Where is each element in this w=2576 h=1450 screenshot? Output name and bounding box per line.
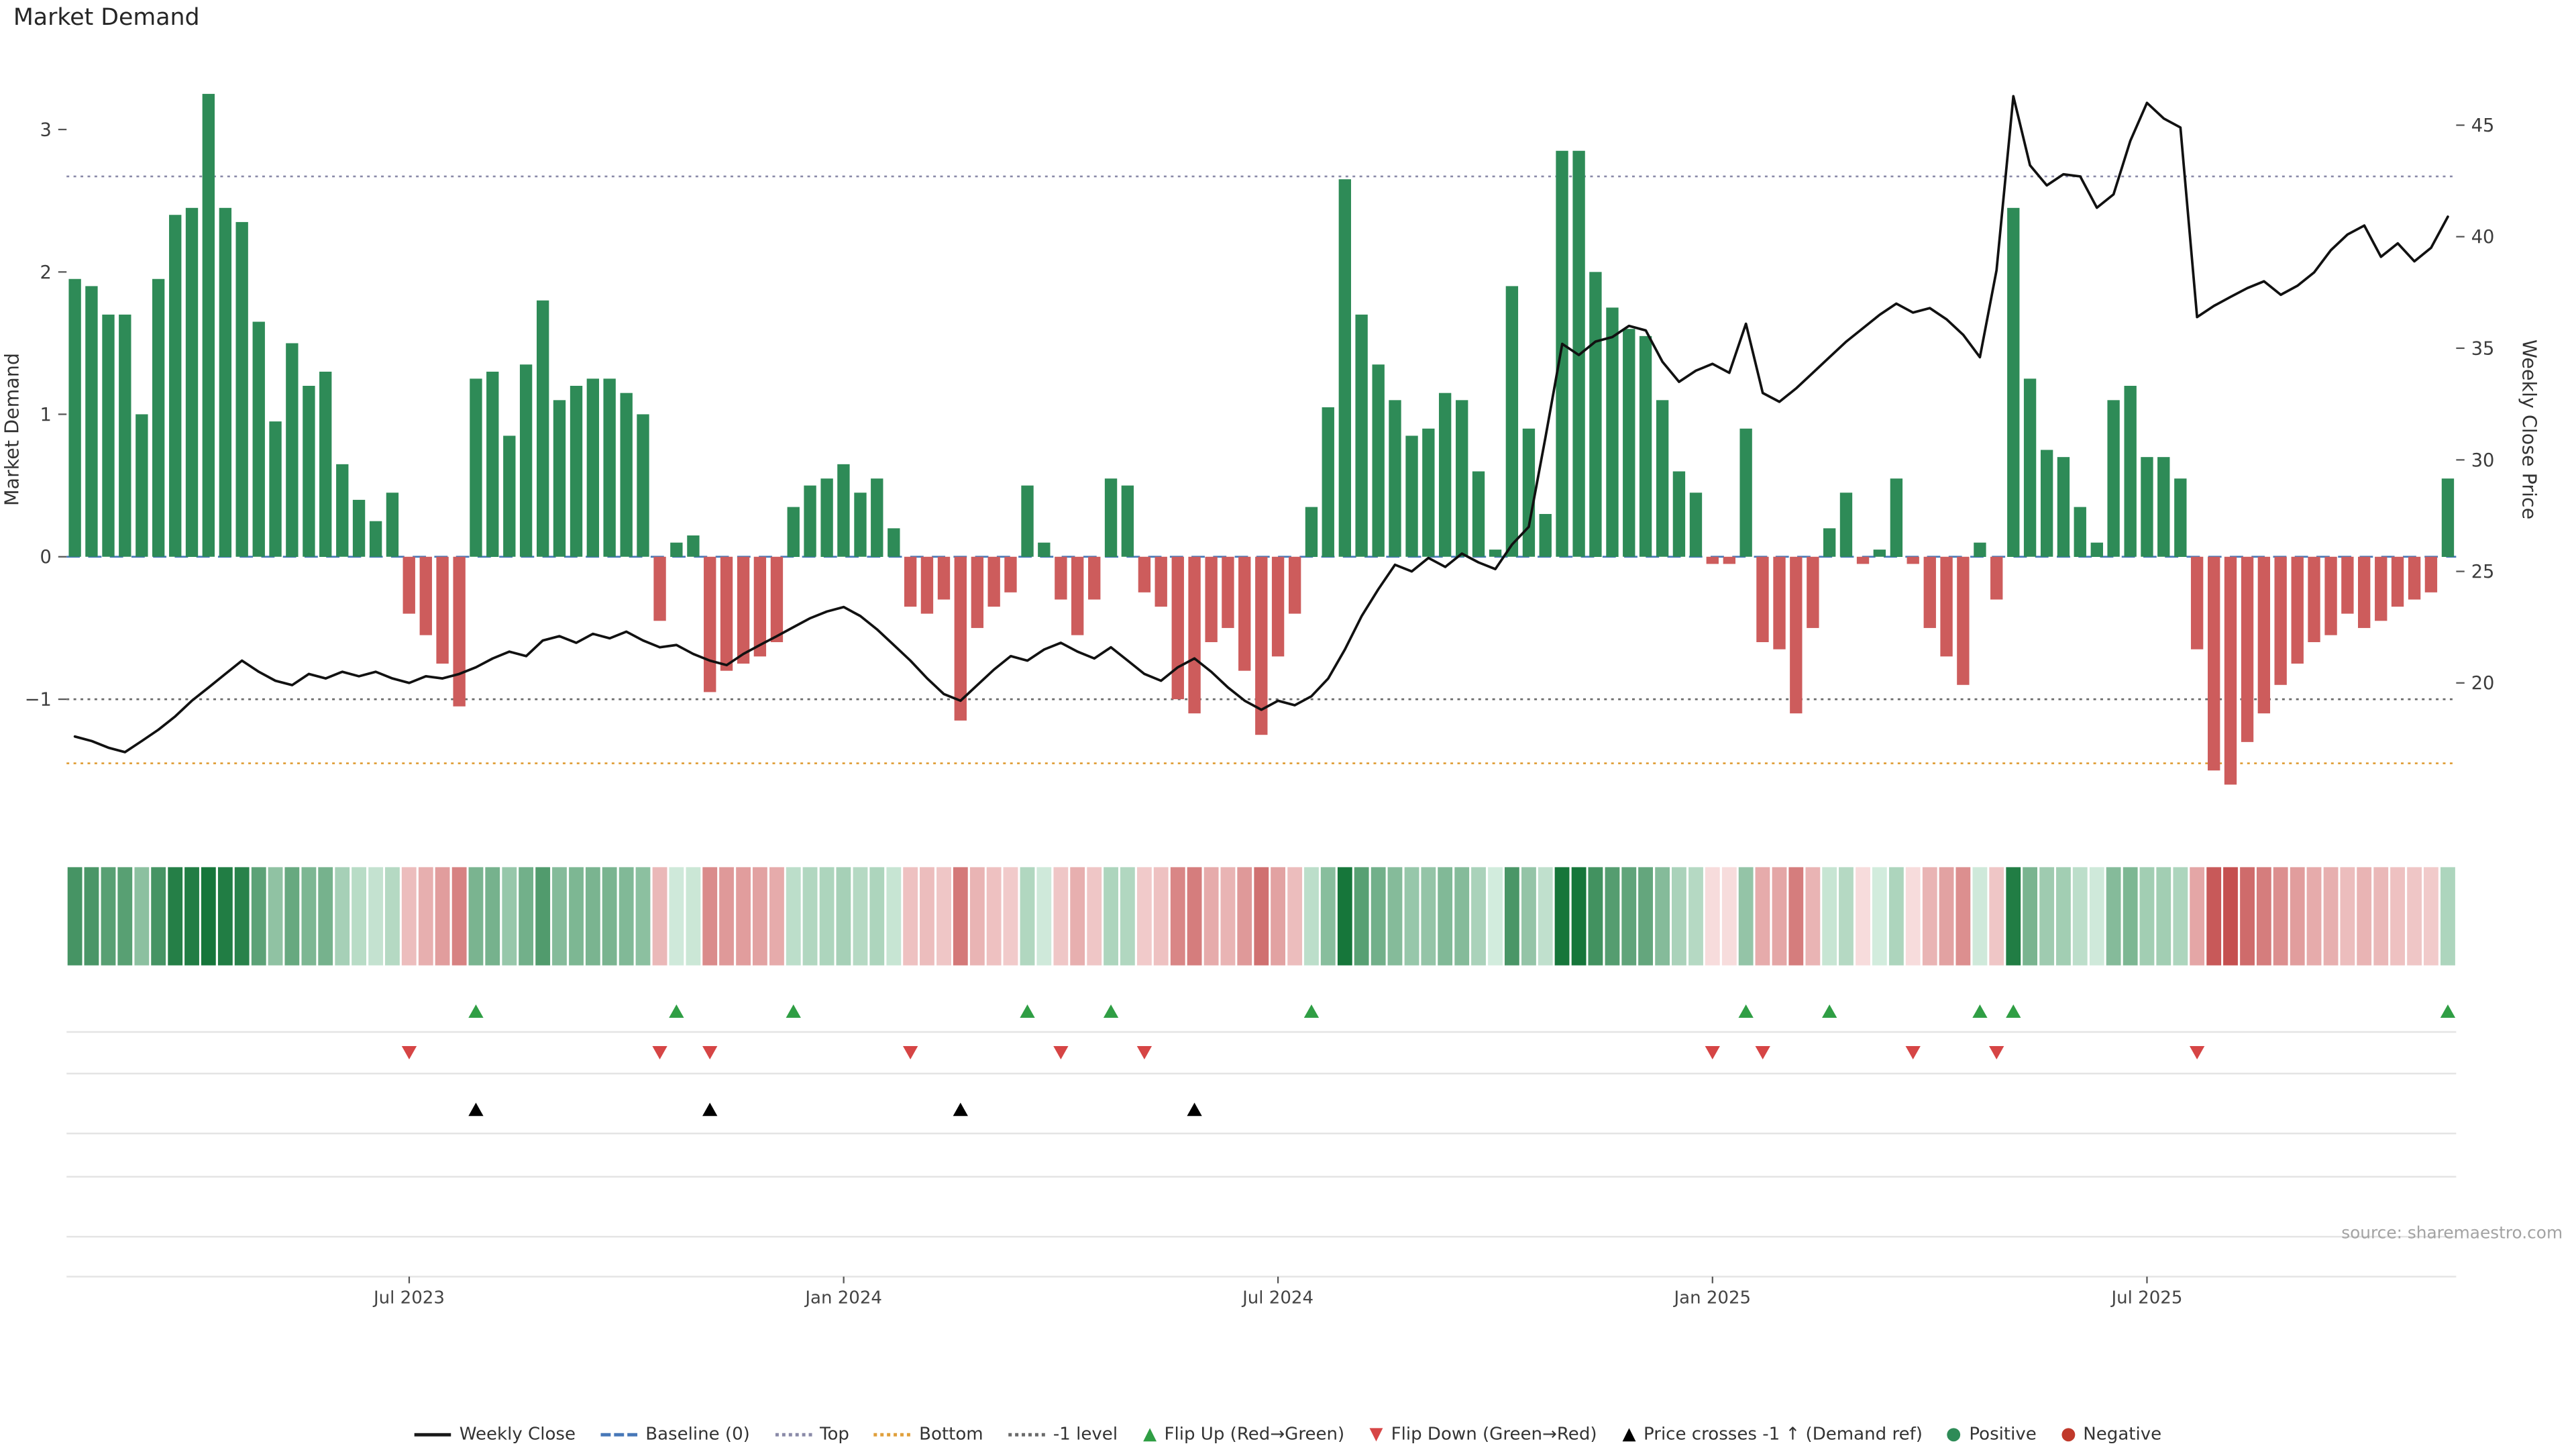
svg-text:Jul 2025: Jul 2025 — [2110, 1288, 2183, 1308]
svg-text:Jul 2023: Jul 2023 — [372, 1288, 445, 1308]
svg-text:40: 40 — [2471, 227, 2495, 248]
legend-item-positive: Positive — [1947, 1425, 2037, 1445]
baseline-dash-swatch — [600, 1433, 637, 1437]
svg-text:−1: −1 — [25, 690, 52, 711]
svg-text:0: 0 — [40, 547, 52, 568]
left-axis-ticks: 3 2 1 0 −1 — [25, 119, 67, 711]
right-axis-label: Weekly Close Price — [2518, 340, 2540, 519]
legend-item-price-cross: Price crosses -1 ↑ (Demand ref) — [1621, 1425, 1923, 1445]
positive-dot-icon — [1947, 1428, 1961, 1442]
heatmap-strip — [67, 867, 2455, 966]
svg-text:Jan 2025: Jan 2025 — [1672, 1288, 1751, 1308]
price-cross-markers — [468, 1102, 1202, 1117]
demand-bars — [68, 93, 2455, 785]
svg-text:30: 30 — [2471, 450, 2495, 471]
svg-text:2: 2 — [40, 262, 52, 283]
svg-text:Market Demand: Market Demand — [1, 353, 23, 506]
legend-item-flip-up: Flip Up (Red→Green) — [1142, 1425, 1344, 1445]
source-note: source: sharemaestro.com — [2341, 1225, 2563, 1244]
legend-item-baseline: Baseline (0) — [600, 1425, 750, 1445]
legend-label-minus1-level: -1 level — [1053, 1425, 1118, 1445]
flip-up-markers — [468, 1004, 2456, 1018]
chart-legend: Weekly Close Baseline (0) Top Bottom -1 … — [0, 1425, 2576, 1445]
svg-text:20: 20 — [2471, 673, 2495, 694]
price-cross-triangle-icon — [1621, 1428, 1635, 1442]
top-dotted-swatch — [775, 1433, 812, 1437]
flip-up-triangle-icon — [1142, 1428, 1157, 1442]
svg-text:Jan 2024: Jan 2024 — [804, 1288, 882, 1308]
legend-label-weekly-close: Weekly Close — [459, 1425, 576, 1445]
weekly-close-line-swatch — [414, 1433, 451, 1437]
svg-text:Weekly Close Price: Weekly Close Price — [2518, 340, 2540, 519]
legend-item-negative: Negative — [2061, 1425, 2161, 1445]
bottom-dotted-swatch — [874, 1433, 911, 1437]
svg-text:25: 25 — [2471, 562, 2495, 582]
legend-item-flip-down: Flip Down (Green→Red) — [1369, 1425, 1597, 1445]
legend-item-top: Top — [775, 1425, 849, 1445]
left-axis-label: Market Demand — [1, 353, 23, 506]
legend-label-negative: Negative — [2083, 1425, 2162, 1445]
svg-text:1: 1 — [40, 405, 52, 425]
signal-panel-gridlines — [66, 1031, 2457, 1278]
legend-item-weekly-close: Weekly Close — [414, 1425, 576, 1445]
legend-item-bottom: Bottom — [874, 1425, 983, 1445]
legend-label-positive: Positive — [1969, 1425, 2037, 1445]
flip-down-triangle-icon — [1369, 1428, 1383, 1442]
legend-label-bottom: Bottom — [919, 1425, 983, 1445]
svg-text:35: 35 — [2471, 338, 2495, 359]
legend-item-minus1-level: -1 level — [1008, 1425, 1118, 1445]
svg-text:Jul 2024: Jul 2024 — [1241, 1288, 1313, 1308]
legend-label-top: Top — [820, 1425, 849, 1445]
negative-dot-icon — [2061, 1428, 2075, 1442]
minus1-dotted-swatch — [1008, 1433, 1045, 1437]
price-line — [73, 95, 2449, 754]
flip-down-markers — [401, 1046, 2205, 1059]
svg-text:3: 3 — [40, 119, 52, 140]
x-axis-ticks: Jul 2023 Jan 2024 Jul 2024 Jan 2025 Jul 2025 — [372, 1276, 2183, 1308]
page-title: Market Demand — [13, 5, 200, 32]
legend-label-flip-up: Flip Up (Red→Green) — [1164, 1425, 1345, 1445]
legend-label-baseline: Baseline (0) — [645, 1425, 750, 1445]
svg-text:45: 45 — [2471, 115, 2495, 136]
right-axis-ticks: 45 40 35 30 25 20 — [2456, 115, 2494, 694]
legend-label-flip-down: Flip Down (Green→Red) — [1391, 1425, 1597, 1445]
legend-label-price-cross: Price crosses -1 ↑ (Demand ref) — [1643, 1425, 1923, 1445]
